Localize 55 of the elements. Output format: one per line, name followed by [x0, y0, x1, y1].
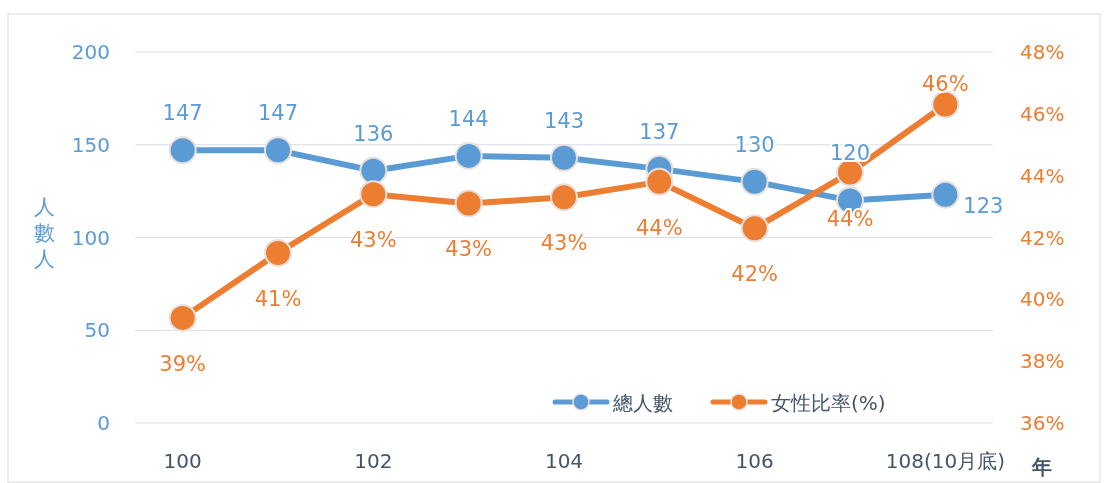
data-label: 136: [353, 121, 394, 146]
point: [168, 303, 197, 332]
y-tick-label: 0: [97, 411, 110, 435]
data-label: 147: [162, 101, 203, 126]
y2-tick-label: 48%: [1020, 40, 1065, 64]
y2-tick-label: 42%: [1020, 225, 1065, 250]
data-label: 44%: [635, 215, 683, 240]
y2-tick-label: 40%: [1020, 287, 1065, 312]
x-axis-title: 年: [1031, 455, 1052, 479]
y2-tick-label: 44%: [1020, 163, 1065, 188]
x-tick-label: 106: [735, 449, 774, 473]
point: [454, 189, 483, 218]
x-tick-label: 100: [163, 449, 202, 473]
point: [931, 90, 960, 119]
data-label: 41%: [254, 286, 302, 311]
y-tick-label: 50: [84, 318, 110, 343]
point: [550, 143, 578, 172]
y-tick-label: 150: [71, 132, 110, 157]
point: [264, 136, 292, 165]
point: [645, 167, 674, 196]
data-label: 130: [734, 132, 775, 157]
y-tick-label: 200: [71, 40, 110, 64]
data-label: 144: [448, 106, 489, 131]
data-label: 43%: [445, 237, 493, 262]
point: [454, 141, 483, 170]
y2-tick-label: 36%: [1020, 411, 1065, 435]
x-tick-label: 108(10月底): [885, 449, 1005, 473]
y-tick-label: 100: [71, 225, 110, 250]
point: [550, 183, 578, 212]
data-label: 46%: [921, 71, 969, 96]
legend-label: 總人數: [612, 391, 673, 415]
point: [359, 180, 388, 209]
legend-label: 女性比率(%): [771, 391, 886, 415]
y-axis-title: 人數人: [33, 195, 55, 271]
x-tick-label: 102: [354, 449, 393, 473]
data-label: 44%: [826, 206, 874, 231]
data-label: 137: [639, 119, 680, 144]
point: [264, 238, 292, 267]
data-label: 120: [829, 141, 871, 166]
x-tick-label: 104: [544, 449, 584, 473]
point: [740, 214, 769, 243]
y2-tick-label: 46%: [1020, 101, 1065, 126]
point: [931, 180, 960, 209]
data-label: 42%: [731, 262, 779, 287]
data-label: 43%: [540, 231, 588, 256]
point: [740, 167, 769, 196]
data-label: 39%: [159, 351, 207, 376]
data-label: 43%: [349, 228, 397, 253]
y2-tick-label: 38%: [1020, 349, 1065, 374]
data-label: 123: [963, 193, 1004, 218]
data-label: 143: [543, 108, 585, 133]
data-label: 147: [257, 101, 299, 126]
point: [359, 156, 388, 185]
point: [168, 136, 197, 165]
point: [836, 158, 864, 187]
